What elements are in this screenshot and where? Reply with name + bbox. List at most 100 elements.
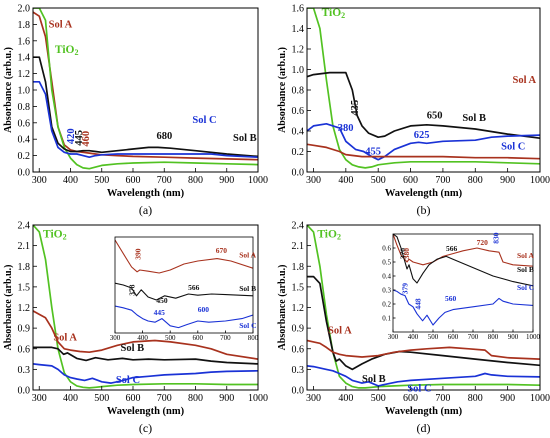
panel-4-panel-label: (d) — [417, 421, 431, 435]
panel-3-series-sol-c-line — [33, 363, 258, 384]
panel-4-inset-annotation: 380 — [402, 248, 411, 260]
panel-4-xtick-label: 900 — [500, 393, 515, 404]
panel-2-annotation: 455 — [365, 147, 381, 158]
panel-3-ytick-label: 1.8 — [18, 262, 31, 273]
panel-3-xtick-label: 800 — [188, 393, 203, 404]
panel-2-series-sol-a-line — [307, 143, 540, 160]
panel-3-inset-annotation: 445 — [154, 308, 166, 317]
panel-4-inset-annotation: Sol B — [517, 265, 534, 274]
panel-3-ytick-label: 2.1 — [18, 241, 31, 252]
panel-4-series-sol-c-line — [307, 365, 540, 387]
panel-1-series-tio2-line — [33, 8, 258, 170]
panel-2-ytick-label: 0.0 — [292, 168, 305, 179]
panel-3-ytick-label: 0.3 — [18, 365, 31, 376]
panel-3-inset-xtick-label: 700 — [220, 334, 231, 342]
panel-2-xtick-label: 1000 — [530, 175, 550, 186]
panel-1-annotation: Sol C — [192, 115, 216, 126]
panel-2-annotation: 435 — [350, 100, 361, 116]
panel-3-ytick-label: 0.9 — [18, 324, 31, 335]
panel-4-xaxis-label: Wavelength (nm) — [385, 406, 463, 417]
panel-2-ytick-label: 0.6 — [292, 106, 305, 117]
panel-3-inset-annotation: 378 — [128, 284, 137, 296]
panel-4-series-sol-b-line — [307, 275, 540, 371]
panel-2-xtick-label: 600 — [403, 175, 418, 186]
panel-4-xtick-label: 600 — [403, 393, 418, 404]
panel-1-annotation: TiO2 — [55, 44, 79, 57]
panel-4-ytick-label: 0.9 — [292, 324, 305, 335]
panel-4-inset-annotation: Sol C — [517, 283, 534, 292]
panel-1-panel-label: (a) — [139, 203, 152, 217]
panel-2-xtick-label: 700 — [435, 175, 450, 186]
panel-2-annotation: Sol B — [462, 113, 486, 124]
panel-3-plot: 300 400 500 600 700 800 900 1000 0.0 0.3 0.6 0.9 1.2… — [3, 221, 268, 436]
panel-3-ytick-label: 0.6 — [18, 344, 31, 355]
panel-3-inset-series-sol-a-line — [115, 239, 253, 274]
panel-2-xaxis-label: Wavelength (nm) — [385, 188, 463, 199]
panel-4-inset-ytick-label: 0.1 — [382, 314, 391, 322]
panel-3-inset-annotation: Sol B — [239, 284, 256, 293]
panel-4-ytick-label: 0.3 — [292, 365, 305, 376]
panel-1-ytick-label: 1.6 — [18, 36, 31, 47]
panel-3-inset-xtick-label: 400 — [137, 334, 148, 342]
panel-1-annotation: Sol B — [233, 133, 257, 144]
panel-4-xtick-label: 1000 — [530, 393, 550, 404]
panel-3-inset-series-sol-c-line — [115, 305, 253, 329]
panel-4-inset-series-sol-c-line — [393, 289, 533, 326]
panel-1-ytick-label: 0.8 — [18, 102, 31, 113]
panel-4-inset-ytick-label: 0.5 — [382, 258, 391, 266]
panel-1-annotation: Sol A — [49, 20, 73, 31]
panel-3-xtick-label: 500 — [94, 393, 109, 404]
panel-4-xtick-label: 300 — [306, 393, 321, 404]
panel-3-yaxis-label: Absorbance (arb.u.) — [3, 265, 14, 351]
panel-4-xtick-label: 700 — [435, 393, 450, 404]
panel-4-inset-annotation: 830 — [492, 232, 501, 244]
panel-3-annotation: TiO2 — [43, 228, 67, 241]
panel-3-inset-xtick-label: 800 — [248, 334, 259, 342]
panel-4-inset-xtick-label: 900 — [508, 333, 519, 341]
panel-2-series-sol-c-line — [307, 122, 540, 161]
panel-4-inset-xtick-label: 700 — [468, 333, 479, 341]
panel-1-ytick-label: 1.0 — [18, 86, 31, 97]
panel-4-inset-annotation: 720 — [477, 238, 489, 247]
panel-3-inset-bg — [115, 237, 253, 333]
panel-2-annotation: 650 — [427, 111, 443, 122]
panel-4-inset-annotation: 560 — [445, 294, 457, 303]
panel-4-inset-annotation: Sol A — [517, 251, 534, 260]
panel-3-inset-xtick-label: 500 — [165, 334, 176, 342]
panel-3-inset-annotation: 670 — [216, 246, 228, 255]
panel-2-xtick-label: 500 — [371, 175, 386, 186]
panel-4-series-tio2-line — [307, 225, 540, 389]
panel-2-ytick-label: 0.8 — [292, 86, 305, 97]
panel-4-inset-plot: 300 400 500 600 700 800 900 1000 0.1 0.2 0.3 0.4 0.5… — [382, 232, 540, 341]
panel-4-inset-annotation: 379 — [401, 283, 410, 295]
panel-1-ytick-label: 0.0 — [18, 168, 31, 179]
panel-1-plot: 300 400 500 600 700 800 900 1000 0.0 0.2 0.4 0.6 0.8… — [3, 4, 268, 218]
panel-3-xtick-label: 1000 — [248, 393, 268, 404]
panel-4-ytick-label: 1.5 — [292, 282, 305, 293]
panel-3-ytick-label: 2.4 — [18, 221, 31, 232]
panel-4-ytick-label: 2.1 — [292, 241, 305, 252]
panel-1-annotation: 460 — [81, 131, 92, 147]
panel-3-inset-annotation: 450 — [156, 296, 168, 305]
panel-3-inset-series-sol-b-line — [115, 282, 253, 301]
panel-4-ytick-label: 1.8 — [292, 262, 305, 273]
panel-4-yaxis-label: Absorbance (arb.u.) — [277, 265, 288, 351]
panel-4-inset-xtick-label: 1000 — [526, 333, 541, 341]
panel-4-annotation: Sol C — [407, 383, 431, 394]
panel-4-inset-series-sol-a-line — [393, 234, 533, 267]
panel-1-ytick-label: 2.0 — [18, 4, 31, 15]
panel-1-xtick-label: 500 — [94, 175, 109, 186]
panel-2-ytick-label: 0.4 — [292, 127, 305, 138]
panel-3-xaxis-label: Wavelength (nm) — [107, 406, 185, 417]
panel-4-inset-annotation: 566 — [446, 244, 458, 253]
panel-4-inset-annotation: 448 — [414, 298, 423, 310]
panel-4-ytick-label: 0.6 — [292, 344, 305, 355]
panel-1-annotation: 445 — [74, 130, 85, 146]
panel-1-xtick-label: 1000 — [248, 175, 268, 186]
panel-3-ytick-label: 1.2 — [18, 303, 31, 314]
panel-3-series-sol-a-line — [33, 310, 258, 360]
panel-1-xtick-label: 300 — [32, 175, 47, 186]
panel-3-inset-annotation: Sol A — [239, 250, 256, 259]
panel-2-plot: 300 400 500 600 700 800 900 1000 0.0 0.2 0.4 0.6 0.8… — [277, 4, 550, 218]
panel-2-annotation: TiO2 — [322, 7, 346, 20]
